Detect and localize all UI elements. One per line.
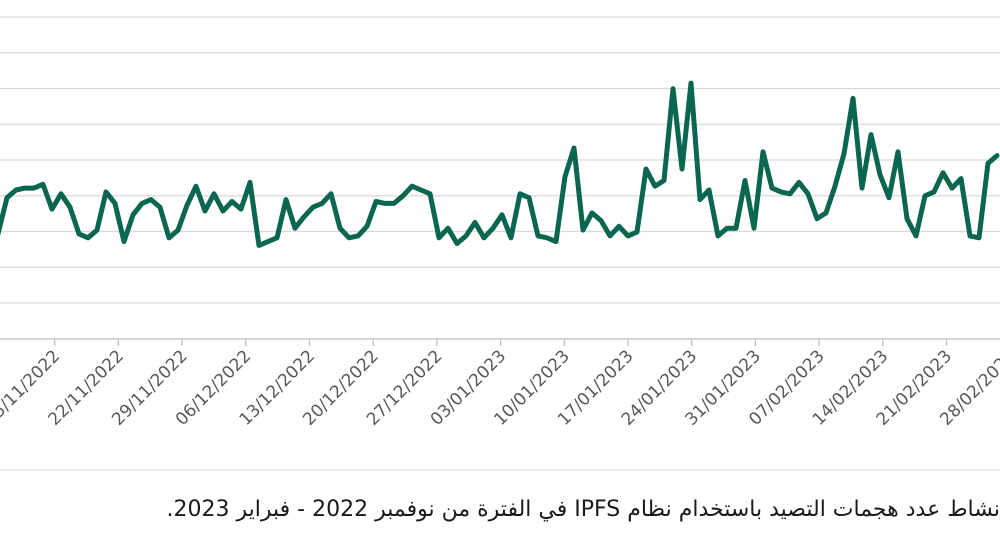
series-line [0, 80, 1000, 248]
y-gridlines [0, 16, 1000, 304]
line-chart: 08/11/202215/11/202222/11/202229/11/2022… [0, 16, 1000, 471]
figure-caption: نشاط عدد هجمات التصيد باستخدام نظام IPFS… [166, 497, 1000, 522]
x-axis-tick-labels: 08/11/202215/11/202222/11/202229/11/2022… [0, 346, 1000, 429]
x-axis-ticks [54, 339, 948, 346]
